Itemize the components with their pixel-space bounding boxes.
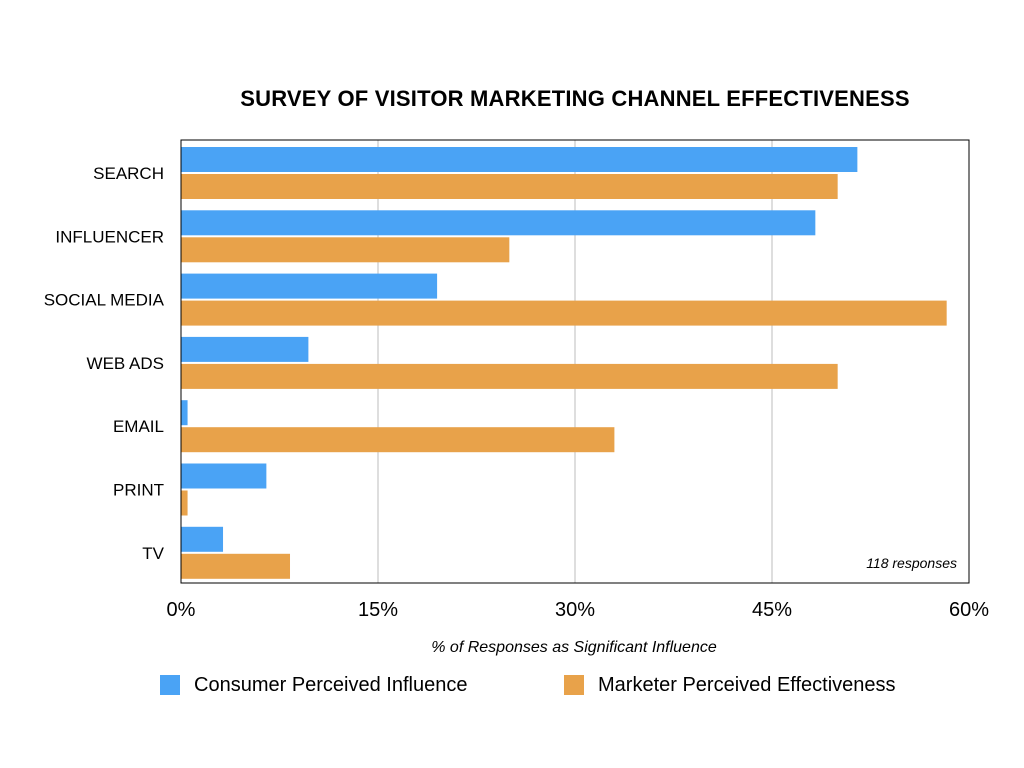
bar-marketer: [181, 553, 291, 579]
bar-marketer: [181, 300, 947, 326]
x-axis-label: % of Responses as Significant Influence: [431, 639, 717, 656]
x-tick-label: 30%: [555, 599, 595, 621]
bar-marketer: [181, 174, 838, 199]
category-label: WEB ADS: [87, 354, 164, 373]
bar-marketer: [181, 490, 188, 516]
bar-marketer: [181, 363, 838, 389]
legend-item-marketer: Marketer Perceived Effectiveness: [564, 673, 896, 697]
category-label: EMAIL: [113, 417, 164, 436]
category-label: SEARCH: [93, 164, 164, 183]
legend-label-consumer: Consumer Perceived Influence: [194, 673, 468, 696]
chart-title: SURVEY OF VISITOR MARKETING CHANNEL EFFE…: [240, 86, 910, 111]
x-tick-label: 45%: [752, 599, 792, 621]
bar-consumer: [181, 210, 816, 236]
legend-swatch-consumer: [160, 675, 180, 695]
bar-consumer: [181, 463, 267, 489]
bar-consumer: [181, 147, 858, 172]
bar-consumer: [181, 336, 309, 362]
x-tick-label: 15%: [358, 599, 398, 621]
responses-annotation: 118 responses: [866, 555, 957, 571]
bar-marketer: [181, 237, 510, 263]
category-label: INFLUENCER: [55, 227, 164, 246]
bar-marketer: [181, 427, 615, 453]
bar-consumer: [181, 526, 224, 552]
plot-frame: [180, 139, 970, 584]
legend-item-consumer: Consumer Perceived Influence: [160, 673, 467, 697]
x-tick-label: 60%: [949, 599, 989, 621]
category-label: PRINT: [113, 481, 164, 500]
legend-label-marketer: Marketer Perceived Effectiveness: [598, 673, 896, 696]
category-label: TV: [142, 544, 164, 563]
bar-consumer: [181, 400, 188, 426]
legend-swatch-marketer: [564, 675, 584, 695]
category-label: SOCIAL MEDIA: [44, 291, 165, 310]
bar-consumer: [181, 273, 438, 299]
x-tick-label: 0%: [167, 599, 196, 621]
